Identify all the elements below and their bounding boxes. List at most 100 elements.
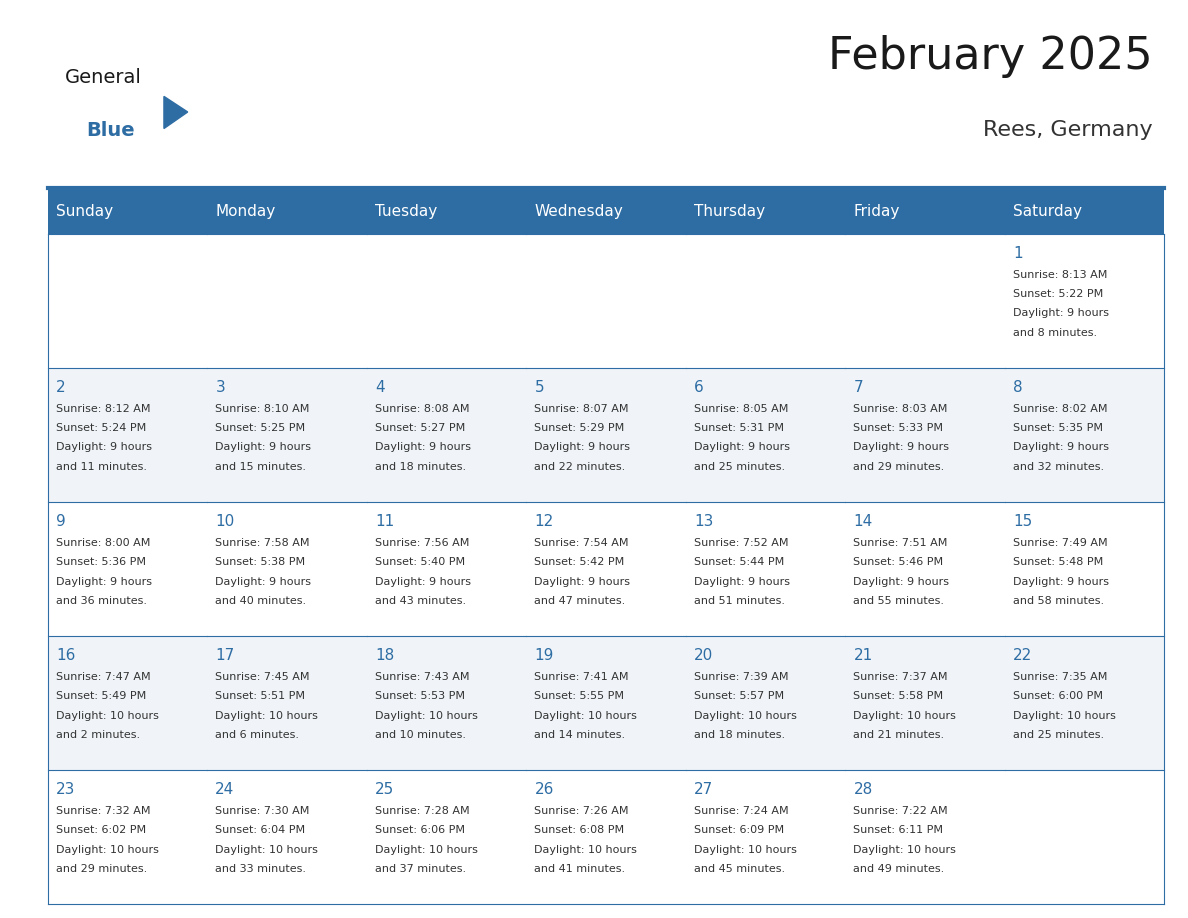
Bar [48, 502, 207, 636]
Text: Sunset: 5:29 PM: Sunset: 5:29 PM [535, 423, 625, 433]
Text: Daylight: 10 hours: Daylight: 10 hours [535, 711, 637, 721]
Bar [685, 368, 845, 502]
Text: and 58 minutes.: and 58 minutes. [1013, 596, 1104, 606]
Text: Sunday: Sunday [56, 204, 113, 218]
Text: Daylight: 10 hours: Daylight: 10 hours [215, 711, 318, 721]
Bar [48, 636, 207, 770]
Text: Sunrise: 7:54 AM: Sunrise: 7:54 AM [535, 538, 628, 548]
Text: Sunset: 5:51 PM: Sunset: 5:51 PM [215, 691, 305, 701]
Text: and 22 minutes.: and 22 minutes. [535, 462, 626, 472]
Text: Daylight: 9 hours: Daylight: 9 hours [694, 577, 790, 587]
Bar [526, 636, 685, 770]
Text: Sunset: 5:53 PM: Sunset: 5:53 PM [375, 691, 465, 701]
Bar [48, 234, 207, 368]
Text: Sunset: 5:46 PM: Sunset: 5:46 PM [853, 557, 943, 567]
Text: and 36 minutes.: and 36 minutes. [56, 596, 147, 606]
Bar [1005, 770, 1164, 904]
Text: and 43 minutes.: and 43 minutes. [375, 596, 466, 606]
Text: and 10 minutes.: and 10 minutes. [375, 730, 466, 740]
Text: Sunset: 5:31 PM: Sunset: 5:31 PM [694, 423, 784, 433]
Text: 20: 20 [694, 648, 713, 663]
Bar [1005, 636, 1164, 770]
Text: Sunrise: 7:47 AM: Sunrise: 7:47 AM [56, 672, 151, 682]
Text: and 51 minutes.: and 51 minutes. [694, 596, 785, 606]
Bar [526, 234, 685, 368]
Text: 6: 6 [694, 380, 703, 395]
Text: Sunset: 6:04 PM: Sunset: 6:04 PM [215, 825, 305, 835]
Text: 17: 17 [215, 648, 234, 663]
Text: Sunset: 5:38 PM: Sunset: 5:38 PM [215, 557, 305, 567]
Text: Daylight: 9 hours: Daylight: 9 hours [1013, 577, 1110, 587]
Text: Friday: Friday [853, 204, 899, 218]
Text: and 25 minutes.: and 25 minutes. [694, 462, 785, 472]
Text: Monday: Monday [215, 204, 276, 218]
Text: 13: 13 [694, 514, 713, 529]
Text: and 47 minutes.: and 47 minutes. [535, 596, 626, 606]
Bar [526, 188, 685, 234]
Text: and 32 minutes.: and 32 minutes. [1013, 462, 1104, 472]
Bar [207, 188, 367, 234]
Text: Sunrise: 7:58 AM: Sunrise: 7:58 AM [215, 538, 310, 548]
Text: Sunrise: 7:30 AM: Sunrise: 7:30 AM [215, 806, 310, 816]
Text: Daylight: 10 hours: Daylight: 10 hours [1013, 711, 1116, 721]
Text: Sunrise: 7:24 AM: Sunrise: 7:24 AM [694, 806, 789, 816]
Text: 2: 2 [56, 380, 65, 395]
Text: 19: 19 [535, 648, 554, 663]
Text: 11: 11 [375, 514, 394, 529]
Bar [685, 188, 845, 234]
Text: 12: 12 [535, 514, 554, 529]
Text: 4: 4 [375, 380, 385, 395]
Bar [845, 502, 1005, 636]
Text: Sunset: 5:49 PM: Sunset: 5:49 PM [56, 691, 146, 701]
Text: Sunrise: 8:07 AM: Sunrise: 8:07 AM [535, 404, 628, 414]
Text: Daylight: 10 hours: Daylight: 10 hours [535, 845, 637, 855]
Text: February 2025: February 2025 [828, 35, 1152, 78]
Text: Sunset: 5:35 PM: Sunset: 5:35 PM [1013, 423, 1102, 433]
Text: Sunset: 5:33 PM: Sunset: 5:33 PM [853, 423, 943, 433]
Bar [526, 368, 685, 502]
Text: and 41 minutes.: and 41 minutes. [535, 864, 626, 874]
Text: 7: 7 [853, 380, 864, 395]
Text: Sunrise: 8:08 AM: Sunrise: 8:08 AM [375, 404, 469, 414]
Text: Sunrise: 7:49 AM: Sunrise: 7:49 AM [1013, 538, 1107, 548]
Text: Daylight: 10 hours: Daylight: 10 hours [375, 711, 478, 721]
Bar [1005, 368, 1164, 502]
Text: and 18 minutes.: and 18 minutes. [694, 730, 785, 740]
Bar [526, 770, 685, 904]
Text: Daylight: 9 hours: Daylight: 9 hours [56, 577, 152, 587]
Text: Sunrise: 8:12 AM: Sunrise: 8:12 AM [56, 404, 151, 414]
Bar [685, 636, 845, 770]
Text: Sunset: 5:25 PM: Sunset: 5:25 PM [215, 423, 305, 433]
Text: Daylight: 10 hours: Daylight: 10 hours [215, 845, 318, 855]
Bar [48, 188, 207, 234]
Text: Sunrise: 7:22 AM: Sunrise: 7:22 AM [853, 806, 948, 816]
Text: 26: 26 [535, 782, 554, 797]
Text: Daylight: 10 hours: Daylight: 10 hours [853, 845, 956, 855]
Bar [367, 368, 526, 502]
Text: Daylight: 9 hours: Daylight: 9 hours [1013, 442, 1110, 453]
Text: and 45 minutes.: and 45 minutes. [694, 864, 785, 874]
Bar [207, 368, 367, 502]
Bar [207, 502, 367, 636]
Text: Daylight: 9 hours: Daylight: 9 hours [375, 442, 470, 453]
Text: and 37 minutes.: and 37 minutes. [375, 864, 466, 874]
Text: 23: 23 [56, 782, 75, 797]
Text: Wednesday: Wednesday [535, 204, 624, 218]
Text: Sunset: 5:55 PM: Sunset: 5:55 PM [535, 691, 625, 701]
Text: Sunrise: 7:35 AM: Sunrise: 7:35 AM [1013, 672, 1107, 682]
Text: Sunset: 5:57 PM: Sunset: 5:57 PM [694, 691, 784, 701]
Text: Sunrise: 7:32 AM: Sunrise: 7:32 AM [56, 806, 151, 816]
Bar [367, 636, 526, 770]
Text: Sunset: 5:40 PM: Sunset: 5:40 PM [375, 557, 465, 567]
Text: 16: 16 [56, 648, 75, 663]
Polygon shape [164, 96, 188, 129]
Text: Sunset: 6:00 PM: Sunset: 6:00 PM [1013, 691, 1102, 701]
Text: Sunrise: 7:41 AM: Sunrise: 7:41 AM [535, 672, 628, 682]
Text: Rees, Germany: Rees, Germany [982, 119, 1152, 140]
Text: 9: 9 [56, 514, 65, 529]
Text: Sunset: 5:48 PM: Sunset: 5:48 PM [1013, 557, 1104, 567]
Text: 10: 10 [215, 514, 234, 529]
Text: 5: 5 [535, 380, 544, 395]
Bar [1005, 502, 1164, 636]
Text: and 55 minutes.: and 55 minutes. [853, 596, 944, 606]
